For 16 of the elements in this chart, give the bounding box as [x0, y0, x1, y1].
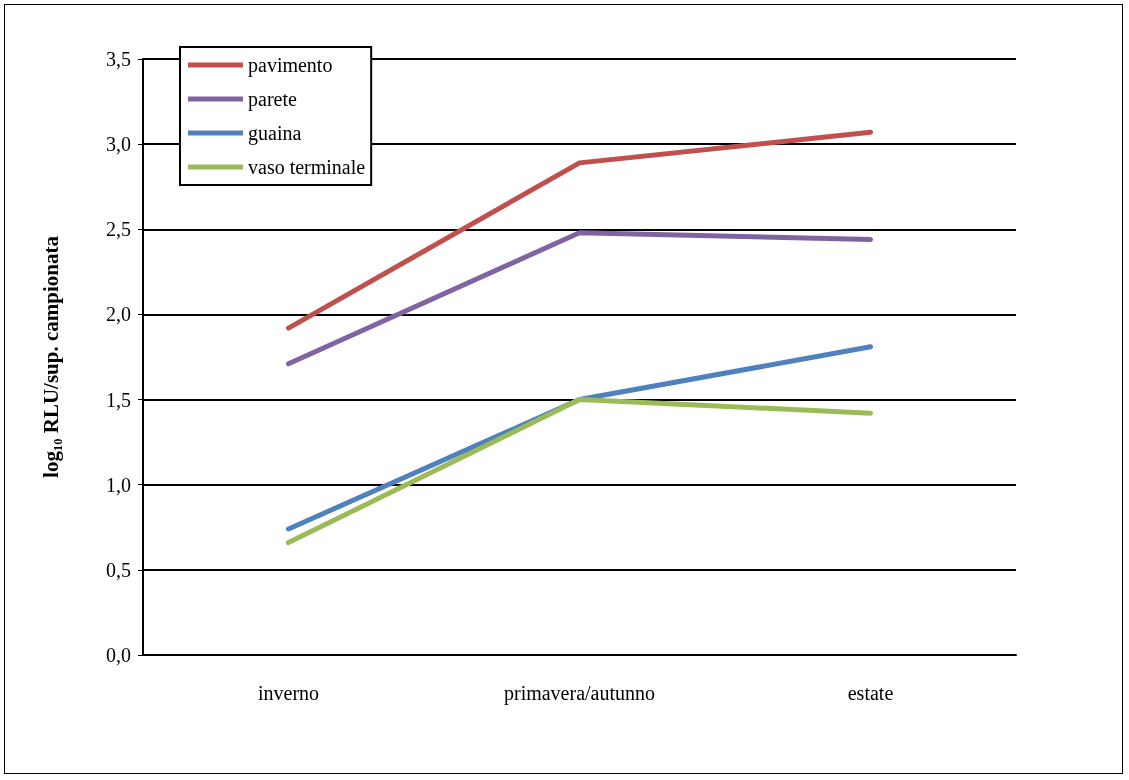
y-tick-label: 1,5	[106, 388, 131, 411]
y-tick-label: 2,5	[106, 218, 131, 241]
x-tick-label: inverno	[257, 682, 320, 704]
y-tick-label: 3,5	[106, 48, 131, 70]
y-axis-title: log₁₀ RLU/sup. campionata	[38, 235, 63, 478]
y-tick-label: 1,0	[106, 473, 131, 496]
y-tick-label: 2,0	[106, 303, 131, 326]
legend-label: guaina	[248, 122, 302, 145]
legend-label: pavimento	[248, 54, 333, 77]
x-tick-label: primavera/autunno	[503, 682, 656, 705]
y-tick-label: 0,0	[106, 644, 131, 666]
y-tick-label: 0,5	[106, 558, 131, 581]
y-tick-label: 3,0	[106, 133, 131, 156]
x-tick-label: estate	[847, 682, 894, 704]
legend-label: parete	[248, 88, 297, 111]
legend-label: vaso terminale	[248, 156, 366, 178]
